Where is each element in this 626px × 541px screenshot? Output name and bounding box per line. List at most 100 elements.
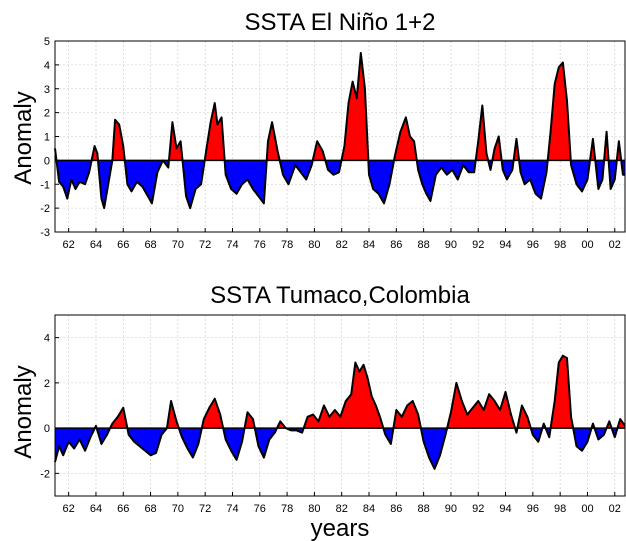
el-nino-x-tick-label: 74 — [226, 239, 238, 251]
tumaco-x-tick-label: 62 — [63, 503, 75, 515]
tumaco-y-tick-label: 4 — [44, 333, 50, 345]
el-nino-x-tick-label: 80 — [308, 239, 320, 251]
tumaco-x-tick-label: 74 — [226, 503, 238, 515]
el-nino-area — [54, 51, 625, 210]
el-nino-x-tick-label: 84 — [363, 239, 375, 251]
el-nino-negative-fill — [124, 160, 169, 204]
el-nino-y-label: Anomaly — [10, 91, 37, 184]
tumaco-plot-frame — [54, 314, 626, 497]
tumaco-positive-fill — [517, 405, 531, 429]
tumaco-grid — [55, 315, 625, 496]
tumaco-x-tick-label: 84 — [363, 503, 375, 515]
el-nino-negative-fill — [182, 160, 205, 209]
el-nino-grid — [55, 40, 625, 233]
tumaco-y-label: Anomaly — [10, 365, 37, 458]
el-nino-y-tick-label: 5 — [44, 36, 50, 48]
el-nino-x-tick-label: 98 — [554, 239, 566, 251]
el-nino-negative-fill — [325, 160, 342, 175]
el-nino-y-tick-label: -3 — [40, 227, 50, 239]
tumaco-panel: SSTA Tumaco,Colombia Anomaly -2 02 4 62 64 6… — [10, 282, 626, 515]
tumaco-x-tick-label: 88 — [417, 503, 429, 515]
tumaco-x-tick-label: 02 — [609, 503, 621, 515]
tumaco-x-tick-label: 80 — [308, 503, 320, 515]
tumaco-x-tick-label: 64 — [90, 503, 102, 515]
el-nino-positive-fill — [312, 141, 326, 161]
el-nino-x-tick-label: 00 — [581, 239, 593, 251]
el-nino-x-tick-label: 96 — [527, 239, 539, 251]
tumaco-x-tick-label: 90 — [445, 503, 457, 515]
tumaco-x-tick-label: 70 — [172, 503, 184, 515]
tumaco-positive-fill — [201, 398, 224, 429]
tumaco-positive-fill — [393, 400, 421, 429]
el-nino-title: SSTA El Niño 1+2 — [245, 9, 436, 36]
tumaco-x-tick-label: 78 — [281, 503, 293, 515]
tumaco-x-tick-label: 76 — [254, 503, 266, 515]
x-axis-label: years — [311, 515, 370, 541]
el-nino-positive-fill — [204, 103, 225, 161]
tumaco-y-tick-label: -2 — [40, 468, 50, 480]
el-nino-panel: SSTA El Niño 1+2 Anomaly -3 -2 -1 0 1 2 3 4 5 62… — [10, 9, 626, 251]
el-nino-x-tick-label: 78 — [281, 239, 293, 251]
tumaco-positive-fill — [110, 407, 128, 429]
tumaco-x-tick-label: 92 — [472, 503, 484, 515]
tumaco-x-tick-label: 94 — [499, 503, 511, 515]
el-nino-positive-fill — [341, 52, 369, 161]
el-nino-y-tick-label: 2 — [44, 108, 50, 120]
el-nino-positive-fill — [266, 122, 280, 161]
el-nino-series-line — [54, 51, 625, 210]
el-nino-x-tick-label: 72 — [199, 239, 211, 251]
el-nino-x-tick-label: 88 — [417, 239, 429, 251]
el-nino-y-tick-label: -2 — [40, 203, 50, 215]
el-nino-negative-fill — [519, 160, 548, 199]
el-nino-x-tick-label: 70 — [172, 239, 184, 251]
tumaco-negative-fill — [96, 428, 111, 444]
tumaco-x-ticks: 62 64 66 68 70 72 74 76 78 80 82 84 86 88 90 92 94 96 98 00… — [63, 492, 621, 515]
tumaco-y-tick-label: 0 — [44, 423, 50, 435]
tumaco-x-tick-label: 66 — [117, 503, 129, 515]
tumaco-negative-fill — [223, 428, 245, 460]
tumaco-series-line — [54, 354, 626, 470]
tumaco-x-tick-label: 72 — [199, 503, 211, 515]
el-nino-negative-fill — [368, 160, 395, 204]
el-nino-x-tick-label: 64 — [90, 239, 102, 251]
tumaco-x-tick-label: 00 — [581, 503, 593, 515]
tumaco-positive-fill — [617, 419, 625, 429]
el-nino-x-tick-label: 82 — [336, 239, 348, 251]
el-nino-x-ticks: 62 64 66 68 70 72 74 76 78 80 82 84 86 88 90 92 94 96 98 00… — [63, 228, 621, 251]
el-nino-x-tick-label: 86 — [390, 239, 402, 251]
tumaco-negative-fill — [420, 428, 448, 469]
el-nino-negative-fill — [501, 160, 514, 180]
tumaco-y-ticks: -2 0 2 4 — [40, 333, 59, 480]
tumaco-negative-fill — [178, 428, 202, 458]
el-nino-x-tick-label: 66 — [117, 239, 129, 251]
tumaco-positive-fill — [303, 362, 384, 429]
el-nino-x-tick-label: 92 — [472, 239, 484, 251]
tumaco-x-tick-label: 96 — [527, 503, 539, 515]
el-nino-x-tick-label: 62 — [63, 239, 75, 251]
el-nino-negative-fill — [595, 160, 605, 190]
el-nino-x-tick-label: 90 — [445, 239, 457, 251]
tumaco-x-tick-label: 68 — [144, 503, 156, 515]
el-nino-negative-fill — [279, 160, 313, 185]
el-nino-negative-fill — [416, 160, 476, 201]
el-nino-y-tick-label: -1 — [40, 179, 50, 191]
el-nino-y-tick-label: 0 — [44, 155, 50, 167]
tumaco-negative-fill — [530, 428, 543, 442]
tumaco-title: SSTA Tumaco,Colombia — [210, 282, 470, 309]
tumaco-positive-fill — [447, 382, 516, 429]
tumaco-negative-fill — [573, 428, 592, 451]
el-nino-x-tick-label: 02 — [609, 239, 621, 251]
tumaco-x-tick-label: 98 — [554, 503, 566, 515]
el-nino-x-tick-label: 94 — [499, 239, 511, 251]
el-nino-x-tick-label: 76 — [254, 239, 266, 251]
el-nino-positive-fill — [112, 119, 125, 161]
tumaco-area — [54, 354, 626, 470]
el-nino-y-tick-label: 4 — [44, 60, 50, 72]
tumaco-x-tick-label: 82 — [336, 503, 348, 515]
el-nino-y-tick-label: 3 — [44, 84, 50, 96]
el-nino-y-tick-label: 1 — [44, 132, 50, 144]
el-nino-y-ticks: -3 -2 -1 0 1 2 3 4 5 — [40, 36, 59, 239]
tumaco-negative-fill — [55, 428, 95, 463]
el-nino-negative-fill — [56, 160, 92, 199]
